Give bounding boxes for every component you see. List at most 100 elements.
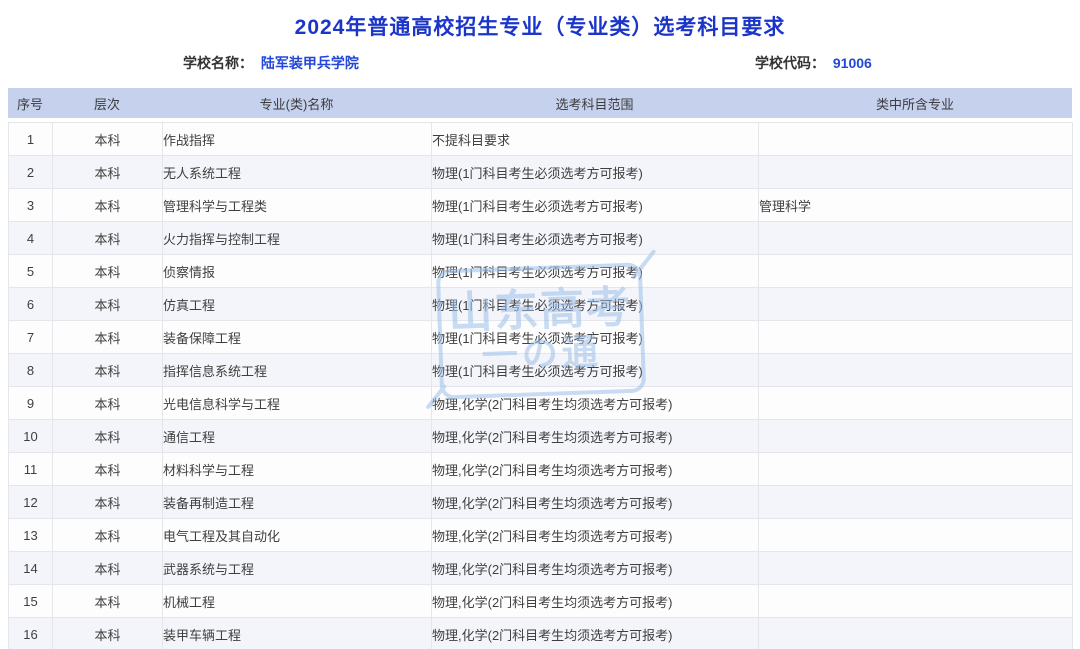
cell-no: 9 — [8, 386, 53, 420]
school-name-group: 学校名称： 陆军装甲兵学院 — [183, 53, 359, 73]
table-row: 5 本科 侦察情报 物理(1门科目考生必须选考方可报考) — [8, 254, 1073, 288]
cell-major: 指挥信息系统工程 — [162, 353, 432, 387]
cell-no: 7 — [8, 320, 53, 354]
cell-major: 仿真工程 — [162, 287, 432, 321]
cell-subjects: 物理,化学(2门科目考生均须选考方可报考) — [431, 551, 759, 585]
school-code-group: 学校代码： 91006 — [755, 53, 872, 73]
cell-level: 本科 — [52, 419, 163, 453]
cell-no: 15 — [8, 584, 53, 618]
cell-subjects: 不提科目要求 — [431, 122, 759, 156]
requirements-table: 1 本科 作战指挥 不提科目要求 2 本科 无人系统工程 物理(1门科目考生必须选考方可报考)… — [8, 122, 1073, 649]
cell-level: 本科 — [52, 221, 163, 255]
cell-included — [758, 353, 1073, 387]
table-body: 1 本科 作战指挥 不提科目要求 2 本科 无人系统工程 物理(1门科目考生必须选考方可报考)… — [8, 122, 1073, 649]
cell-included — [758, 155, 1073, 189]
header-cell: 序号 — [16, 96, 43, 112]
cell-included — [758, 221, 1073, 255]
cell-included — [758, 254, 1073, 288]
table-header-row: 序号 层次 专业(类)名称 选考科目范围 类中所含专业 — [8, 88, 1072, 118]
header-cell: 类中所含专业 — [875, 96, 954, 112]
cell-no: 13 — [8, 518, 53, 552]
cell-major: 装备再制造工程 — [162, 485, 432, 519]
cell-level: 本科 — [52, 353, 163, 387]
cell-subjects: 物理(1门科目考生必须选考方可报考) — [431, 155, 759, 189]
cell-subjects: 物理,化学(2门科目考生均须选考方可报考) — [431, 617, 759, 649]
header-cell: 专业(类)名称 — [259, 96, 334, 112]
cell-no: 11 — [8, 452, 53, 486]
table-row: 7 本科 装备保障工程 物理(1门科目考生必须选考方可报考) — [8, 320, 1073, 354]
table-header-gap — [0, 118, 1080, 122]
cell-major: 光电信息科学与工程 — [162, 386, 432, 420]
cell-included — [758, 518, 1073, 552]
table-row: 4 本科 火力指挥与控制工程 物理(1门科目考生必须选考方可报考) — [8, 221, 1073, 255]
table-row: 3 本科 管理科学与工程类 物理(1门科目考生必须选考方可报考) 管理科学 — [8, 188, 1073, 222]
cell-included — [758, 320, 1073, 354]
table-row: 15 本科 机械工程 物理,化学(2门科目考生均须选考方可报考) — [8, 584, 1073, 618]
table-row: 14 本科 武器系统与工程 物理,化学(2门科目考生均须选考方可报考) — [8, 551, 1073, 585]
school-name-value: 陆军装甲兵学院 — [260, 55, 359, 71]
cell-subjects: 物理,化学(2门科目考生均须选考方可报考) — [431, 584, 759, 618]
table-row: 12 本科 装备再制造工程 物理,化学(2门科目考生均须选考方可报考) — [8, 485, 1073, 519]
table-row: 13 本科 电气工程及其自动化 物理,化学(2门科目考生均须选考方可报考) — [8, 518, 1073, 552]
school-code-label: 学校代码： — [755, 55, 825, 71]
cell-no: 6 — [8, 287, 53, 321]
cell-major: 机械工程 — [162, 584, 432, 618]
table-row: 10 本科 通信工程 物理,化学(2门科目考生均须选考方可报考) — [8, 419, 1073, 453]
cell-major: 通信工程 — [162, 419, 432, 453]
cell-no: 8 — [8, 353, 53, 387]
cell-level: 本科 — [52, 485, 163, 519]
cell-subjects: 物理,化学(2门科目考生均须选考方可报考) — [431, 452, 759, 486]
table-row: 6 本科 仿真工程 物理(1门科目考生必须选考方可报考) — [8, 287, 1073, 321]
table-row: 11 本科 材料科学与工程 物理,化学(2门科目考生均须选考方可报考) — [8, 452, 1073, 486]
cell-subjects: 物理(1门科目考生必须选考方可报考) — [431, 188, 759, 222]
cell-major: 材料科学与工程 — [162, 452, 432, 486]
cell-no: 4 — [8, 221, 53, 255]
cell-no: 12 — [8, 485, 53, 519]
cell-major: 武器系统与工程 — [162, 551, 432, 585]
cell-included — [758, 122, 1073, 156]
cell-major: 无人系统工程 — [162, 155, 432, 189]
cell-no: 2 — [8, 155, 53, 189]
page-header: 2024年普通高校招生专业（专业类）选考科目要求 学校名称： 陆军装甲兵学院 学… — [0, 0, 1080, 88]
cell-level: 本科 — [52, 452, 163, 486]
cell-level: 本科 — [52, 518, 163, 552]
cell-level: 本科 — [52, 320, 163, 354]
cell-level: 本科 — [52, 155, 163, 189]
cell-level: 本科 — [52, 287, 163, 321]
table-row: 1 本科 作战指挥 不提科目要求 — [8, 122, 1073, 156]
header-cell: 选考科目范围 — [555, 96, 634, 112]
cell-subjects: 物理,化学(2门科目考生均须选考方可报考) — [431, 485, 759, 519]
cell-no: 3 — [8, 188, 53, 222]
cell-included — [758, 452, 1073, 486]
cell-included — [758, 584, 1073, 618]
cell-major: 电气工程及其自动化 — [162, 518, 432, 552]
cell-level: 本科 — [52, 188, 163, 222]
cell-level: 本科 — [52, 584, 163, 618]
cell-major: 火力指挥与控制工程 — [162, 221, 432, 255]
cell-included — [758, 419, 1073, 453]
cell-included: 管理科学 — [758, 188, 1073, 222]
cell-included — [758, 617, 1073, 649]
cell-included — [758, 386, 1073, 420]
header-cell: 层次 — [93, 96, 120, 112]
cell-no: 14 — [8, 551, 53, 585]
cell-no: 10 — [8, 419, 53, 453]
cell-included — [758, 287, 1073, 321]
cell-subjects: 物理,化学(2门科目考生均须选考方可报考) — [431, 419, 759, 453]
cell-major: 装备保障工程 — [162, 320, 432, 354]
cell-subjects: 物理,化学(2门科目考生均须选考方可报考) — [431, 386, 759, 420]
cell-subjects: 物理(1门科目考生必须选考方可报考) — [431, 353, 759, 387]
cell-no: 5 — [8, 254, 53, 288]
cell-subjects: 物理(1门科目考生必须选考方可报考) — [431, 320, 759, 354]
cell-no: 1 — [8, 122, 53, 156]
table-row: 8 本科 指挥信息系统工程 物理(1门科目考生必须选考方可报考) — [8, 353, 1073, 387]
school-name-label: 学校名称： — [183, 55, 253, 71]
cell-level: 本科 — [52, 551, 163, 585]
cell-major: 管理科学与工程类 — [162, 188, 432, 222]
page-title: 2024年普通高校招生专业（专业类）选考科目要求 — [294, 16, 786, 39]
cell-level: 本科 — [52, 254, 163, 288]
cell-subjects: 物理(1门科目考生必须选考方可报考) — [431, 287, 759, 321]
cell-no: 16 — [8, 617, 53, 649]
cell-level: 本科 — [52, 386, 163, 420]
